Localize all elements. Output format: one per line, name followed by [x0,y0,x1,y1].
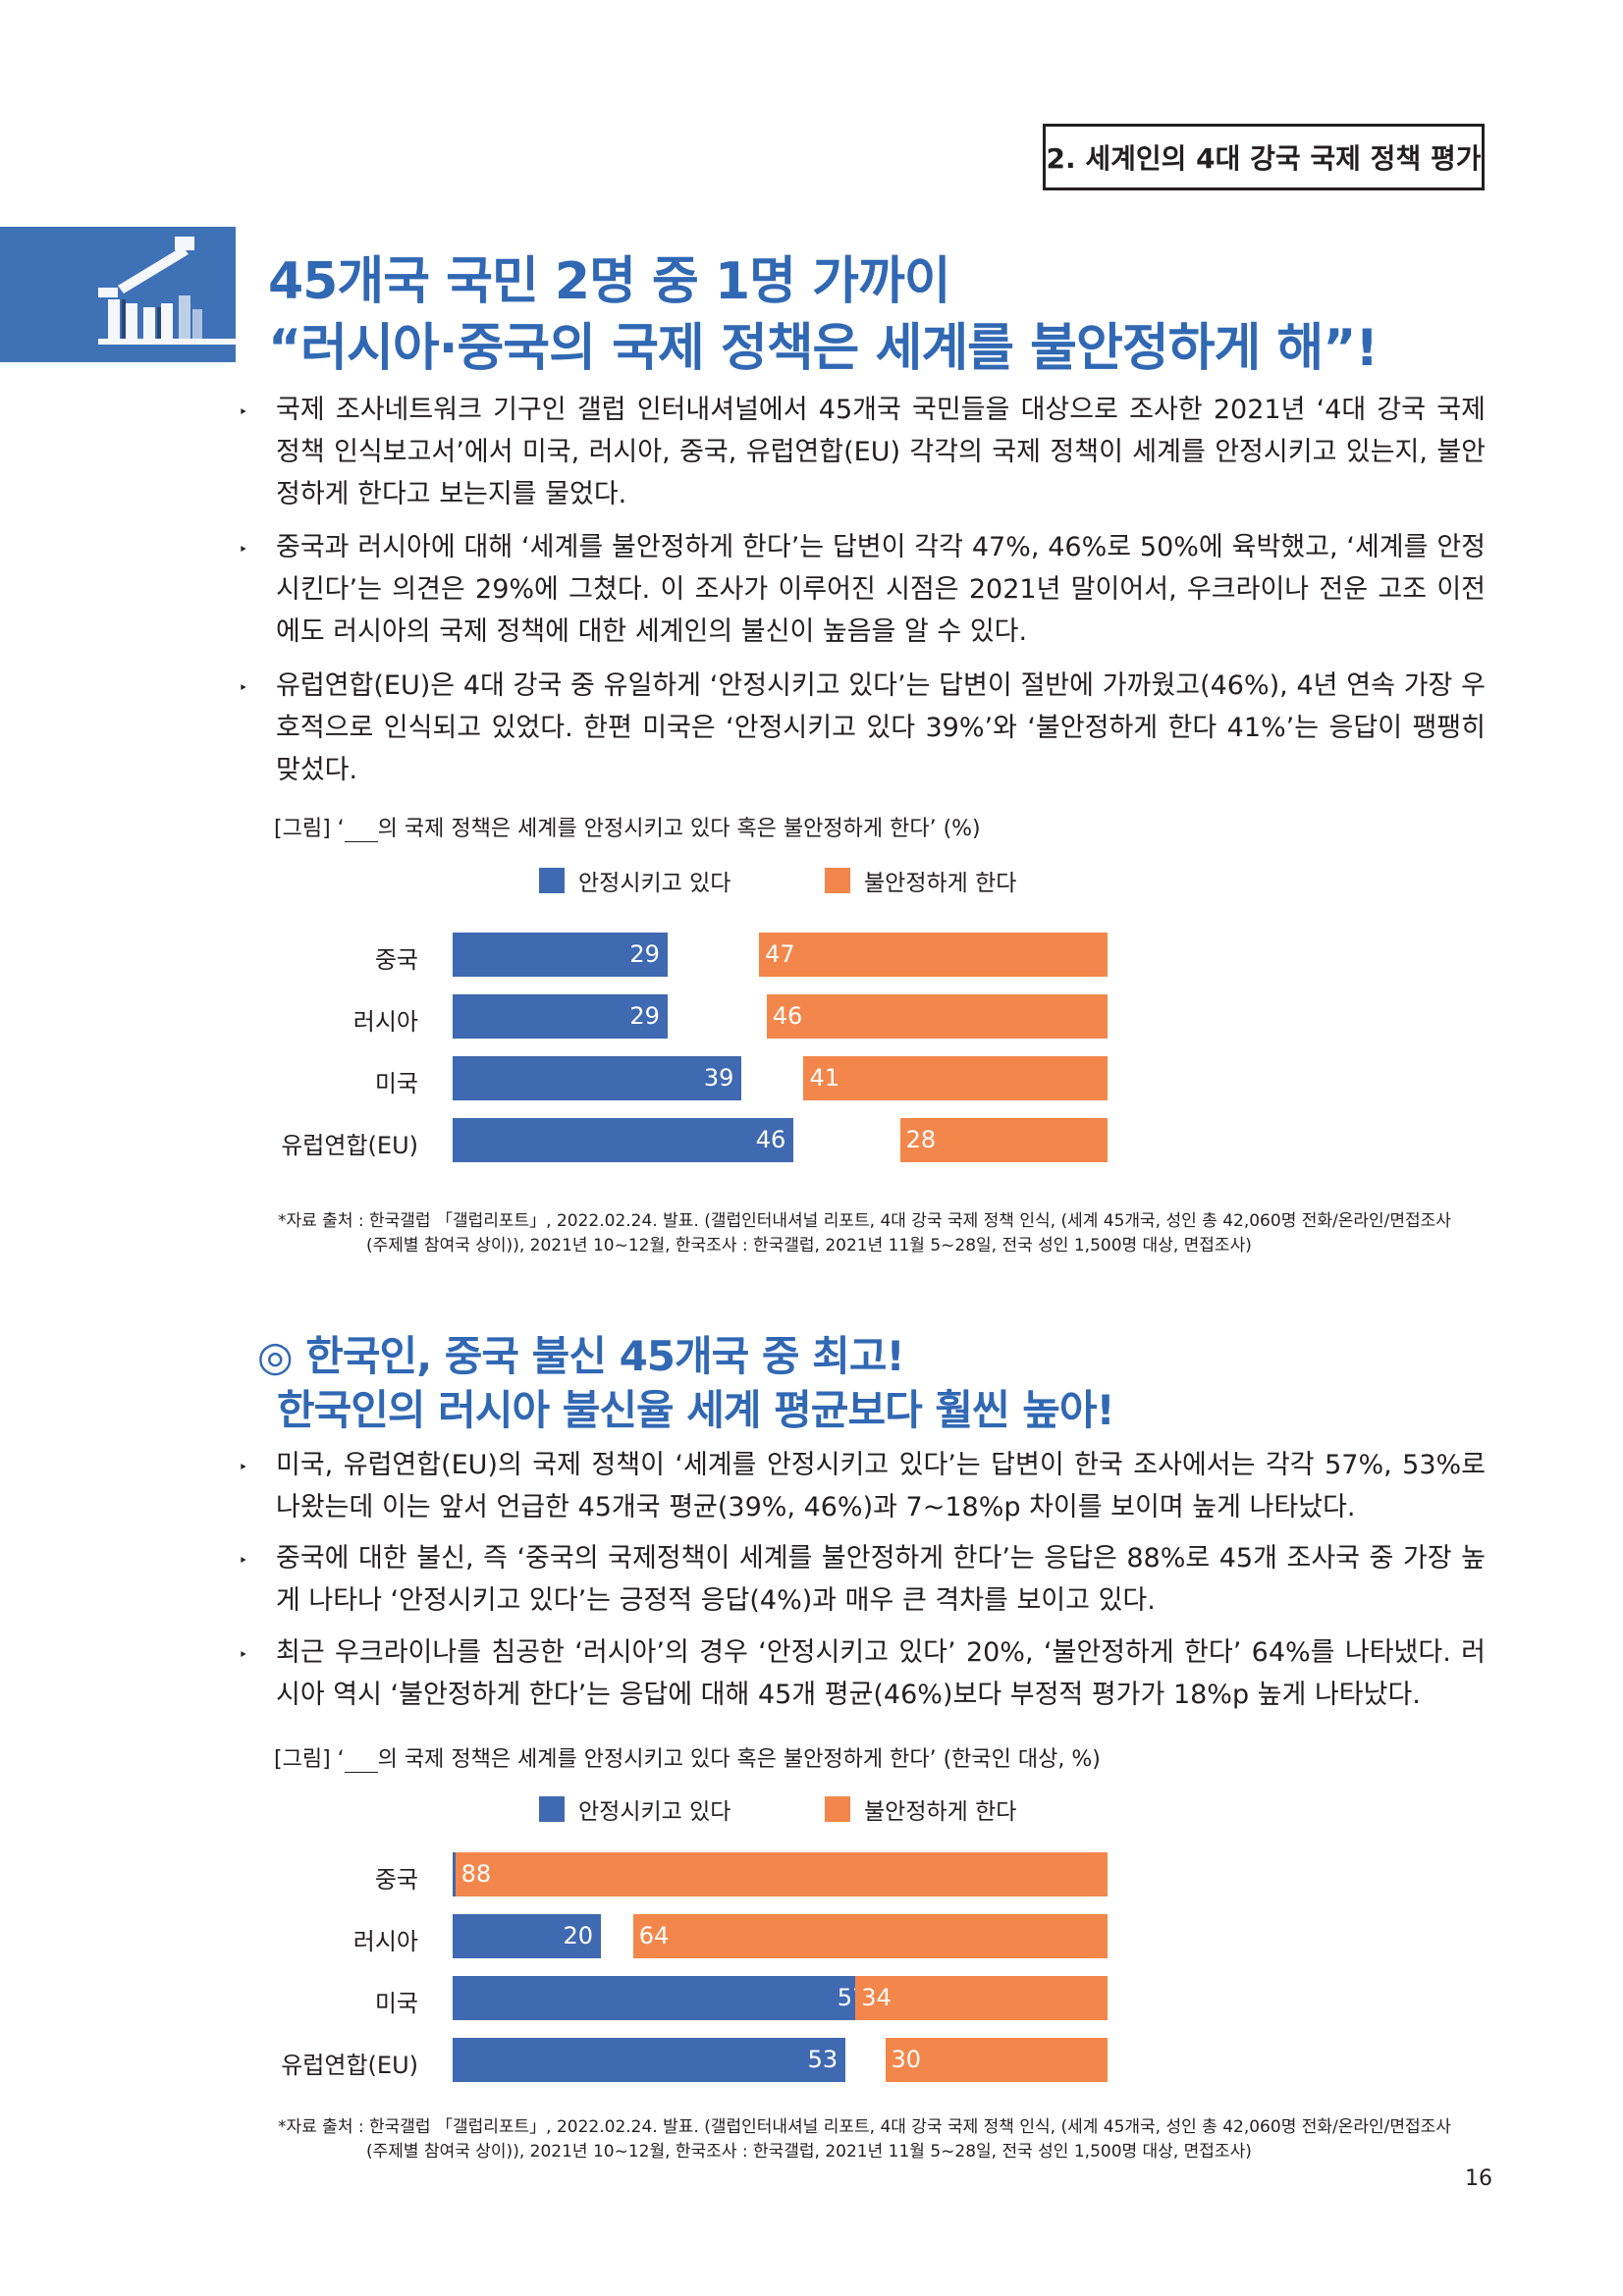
balance-icon [0,227,236,362]
category-label: 유럽연합(EU) [281,1132,418,1159]
bar-unstable: 28 [899,1118,1108,1162]
section2-paragraph: ‣ 중국에 대한 불신, 즉 ‘중국의 국제정책이 세계를 불안정하게 한다’는… [239,1537,1486,1622]
data-label: 64 [638,1922,670,1949]
bar-stable: 39 [453,1056,742,1100]
bullet-icon: ‣ [239,402,248,421]
category-label: 유럽연합(EU) [281,2052,418,2079]
legend-label: 안정시키고 있다 [578,1799,731,1825]
chapter-logo [0,227,236,362]
category-label: 미국 [374,1070,418,1097]
data-label: 29 [629,940,660,968]
figure1-caption: [그림] ‘ 의 국제 정책은 세계를 안정시키고 있다 혹은 불안정하게 한다’… [274,811,981,842]
category-label: 러시아 [352,1008,418,1036]
bar-stable: 29 [453,933,668,977]
bar-unstable: 34 [855,1976,1108,2020]
legend-label: 불안정하게 한다 [864,1799,1017,1825]
data-label: 47 [765,940,795,968]
bar-unstable: 46 [766,994,1108,1039]
category-label: 중국 [374,946,418,974]
data-label: 41 [809,1064,839,1092]
category-label: 중국 [374,1866,418,1894]
data-label: 39 [703,1064,734,1092]
bar-stable: 29 [453,994,668,1039]
section1-paragraph: ‣ 유럽연합(EU)은 4대 강국 중 유일하게 ‘안정시키고 있다’는 답변이… [239,665,1486,791]
data-label: 29 [629,1002,660,1030]
legend-swatch-stable [539,1796,565,1822]
legend-unstable: 불안정하게 한다 [825,1792,1016,1826]
category-label: 러시아 [352,1928,418,1955]
caption-suffix: 의 국제 정책은 세계를 안정시키고 있다 혹은 불안정하게 한다’ (한국인 … [377,1747,1101,1772]
source-line: (주제별 참여국 상이)), 2021년 10~12월, 한국조사 : 한국갤럽… [366,2142,1252,2162]
figure2-source: *자료 출처 : 한국갤럽 「갤럽리포트」, 2022.02.24. 발표. (… [278,2115,1451,2164]
bar-unstable: 88 [455,1852,1108,1896]
bar-stable: 53 [453,2038,846,2082]
legend-unstable: 불안정하게 한다 [825,864,1016,897]
section2-title-line1: ◎ 한국인, 중국 불신 45개국 중 최고! [257,1332,905,1380]
figure1-source: *자료 출처 : 한국갤럽 「갤럽리포트」, 2022.02.24. 발표. (… [278,1209,1451,1258]
source-line: (주제별 참여국 상이)), 2021년 10~12월, 한국조사 : 한국갤럽… [366,1236,1252,1255]
data-label: 28 [905,1126,937,1153]
source-line: *자료 출처 : 한국갤럽 「갤럽리포트」, 2022.02.24. 발표. (… [278,2117,1451,2137]
paragraph-text: 유럽연합(EU)은 4대 강국 중 유일하게 ‘안정시키고 있다’는 답변이 절… [276,670,1486,785]
data-label: 34 [861,1984,892,2011]
data-label: 88 [460,1860,492,1888]
data-label: 46 [772,1002,803,1030]
legend-stable: 안정시키고 있다 [539,864,730,897]
bar-unstable: 30 [885,2038,1108,2082]
page-number: 16 [1465,2166,1492,2191]
section2-paragraph: ‣ 최근 우크라이나를 침공한 ‘러시아’의 경우 ‘안정시키고 있다’ 20%… [239,1631,1486,1716]
bar-stable: 20 [453,1914,601,1958]
section1-title-line1: 45개국 국민 2명 중 1명 가까이 [268,252,951,311]
paragraph-text: 중국과 러시아에 대해 ‘세계를 불안정하게 한다’는 답변이 각각 47%, … [276,532,1486,647]
bar-stable: 57 [453,1976,876,2020]
caption-blank [344,822,378,842]
section-header: 2. 세계인의 4대 강국 국제 정책 평가 [1043,124,1485,190]
bar-stable: 46 [453,1118,794,1162]
bar-unstable: 41 [803,1056,1108,1100]
source-line: *자료 출처 : 한국갤럽 「갤럽리포트」, 2022.02.24. 발표. (… [278,1211,1451,1231]
paragraph-text: 미국, 유럽연합(EU)의 국제 정책이 ‘세계를 안정시키고 있다’는 답변이… [276,1450,1486,1522]
section2-title-line2: 한국인의 러시아 불신율 세계 평균보다 훨씬 높아! [277,1386,1115,1434]
paragraph-text: 중국에 대한 불신, 즉 ‘중국의 국제정책이 세계를 불안정하게 한다’는 응… [276,1543,1486,1616]
legend-swatch-unstable [825,1796,850,1822]
data-label: 30 [891,2046,922,2073]
category-label: 미국 [374,1990,418,2017]
bar-unstable: 64 [632,1914,1108,1958]
paragraph-text: 국제 조사네트워크 기구인 갤럽 인터내셔널에서 45개국 국민들을 대상으로 … [276,395,1486,509]
bar-unstable: 47 [759,933,1108,977]
caption-prefix: [그림] ‘ [274,1747,345,1772]
bullet-icon: ‣ [239,540,248,559]
data-label: 46 [755,1126,786,1153]
bullet-icon: ‣ [239,1551,248,1570]
paragraph-text: 최근 우크라이나를 침공한 ‘러시아’의 경우 ‘안정시키고 있다’ 20%, … [276,1637,1486,1710]
caption-suffix: 의 국제 정책은 세계를 안정시키고 있다 혹은 불안정하게 한다’ (%) [377,817,981,841]
data-label: 20 [563,1922,593,1949]
section1-title-line2: “러시아·중국의 국제 정책은 세계를 불안정하게 해”! [268,319,1379,378]
bullet-icon: ‣ [239,1458,248,1476]
caption-blank [344,1752,378,1773]
bullet-icon: ‣ [239,1645,248,1664]
section1-paragraph: ‣ 중국과 러시아에 대해 ‘세계를 불안정하게 한다’는 답변이 각각 47%… [239,526,1486,653]
data-label: 53 [807,2046,839,2073]
figure2-caption: [그림] ‘ 의 국제 정책은 세계를 안정시키고 있다 혹은 불안정하게 한다’… [274,1741,1101,1773]
caption-prefix: [그림] ‘ [274,817,345,841]
legend-label: 안정시키고 있다 [578,871,731,896]
section1-paragraph: ‣ 국제 조사네트워크 기구인 갤럽 인터내셔널에서 45개국 국민들을 대상으… [239,389,1486,515]
legend-swatch-stable [539,868,565,893]
legend-swatch-unstable [825,868,850,893]
legend-stable: 안정시키고 있다 [539,1792,730,1826]
section2-paragraph: ‣ 미국, 유럽연합(EU)의 국제 정책이 ‘세계를 안정시키고 있다’는 답… [239,1444,1486,1528]
bullet-icon: ‣ [239,678,248,697]
legend-label: 불안정하게 한다 [864,871,1017,896]
